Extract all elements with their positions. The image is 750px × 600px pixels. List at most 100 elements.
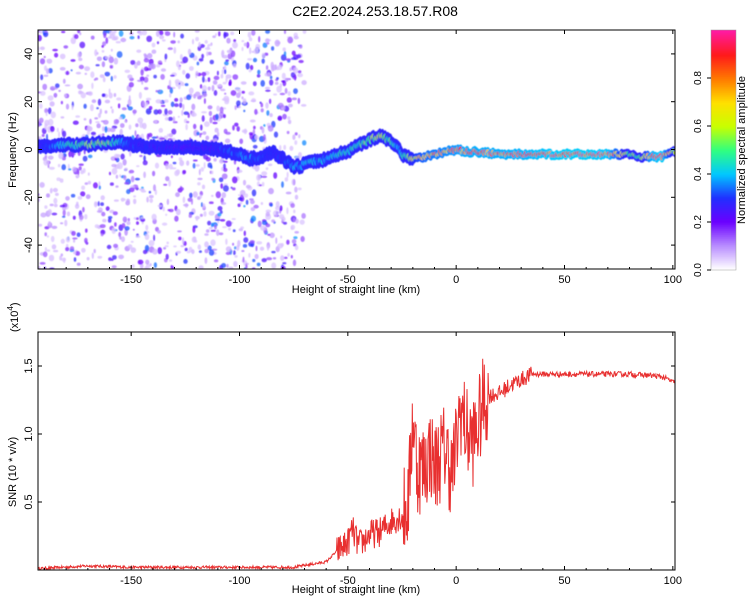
- noise-cell: [40, 74, 44, 81]
- noise-cell: [168, 163, 173, 170]
- noise-cell: [70, 59, 76, 62]
- noise-cell: [73, 34, 79, 40]
- noise-cell: [96, 52, 99, 55]
- noise-cell: [263, 124, 266, 127]
- noise-cell: [170, 155, 173, 159]
- noise-cell: [108, 36, 113, 39]
- noise-cell: [234, 86, 240, 92]
- colorbar-segment: [711, 240, 736, 243]
- noise-cell: [220, 202, 227, 205]
- colorbar-segment: [711, 182, 736, 185]
- noise-cell: [39, 103, 43, 109]
- noise-cell: [132, 228, 135, 231]
- colorbar-segment: [711, 214, 736, 217]
- noise-cell: [152, 248, 158, 255]
- colorbar-segment: [711, 202, 736, 205]
- noise-cell: [47, 125, 52, 133]
- noise-cell: [102, 218, 107, 223]
- noise-cell: [146, 68, 152, 71]
- noise-cell: [243, 193, 249, 198]
- noise-cell: [184, 247, 188, 252]
- noise-cell: [269, 203, 273, 207]
- noise-cell: [65, 247, 70, 252]
- noise-cell: [302, 140, 307, 146]
- noise-cell: [282, 47, 286, 52]
- noise-cell: [140, 190, 147, 193]
- colorbar: 0.0 0.2 0.4 0.6 0.8 Normalized spectral ampl…: [693, 29, 748, 277]
- noise-cell: [164, 99, 169, 103]
- noise-cell: [43, 74, 49, 77]
- noise-cell: [187, 48, 192, 56]
- noise-cell: [44, 108, 48, 114]
- noise-cell: [191, 103, 196, 111]
- noise-cell: [158, 62, 163, 65]
- noise-cell: [236, 169, 243, 173]
- noise-cell: [111, 36, 118, 41]
- noise-cell: [286, 239, 290, 245]
- noise-cell: [273, 172, 278, 179]
- figure-title: C2E2.2024.253.18.57.R08: [292, 3, 458, 19]
- noise-cell: [199, 84, 203, 89]
- noise-cell: [291, 239, 297, 244]
- colorbar-segment: [711, 204, 736, 207]
- noise-cell: [203, 162, 206, 169]
- noise-cell: [102, 41, 107, 47]
- colorbar-segment: [711, 160, 736, 163]
- colorbar-segment: [711, 234, 736, 237]
- snr-scale-close: ): [9, 302, 21, 306]
- noise-cell: [84, 72, 88, 75]
- noise-cell: [238, 105, 241, 109]
- noise-cell: [100, 120, 105, 123]
- noise-cell: [215, 33, 217, 37]
- noise-cell: [73, 257, 77, 262]
- noise-cell: [216, 70, 219, 76]
- noise-cell: [208, 110, 213, 117]
- colorbar-segment: [711, 46, 736, 49]
- noise-cell: [201, 111, 207, 114]
- colorbar-segment: [711, 104, 736, 107]
- noise-cell: [265, 102, 269, 109]
- colorbar-segment: [711, 200, 736, 203]
- noise-cell: [124, 226, 130, 231]
- noise-cell: [100, 233, 104, 237]
- noise-cell: [297, 97, 301, 104]
- noise-cell: [58, 89, 61, 92]
- noise-cell: [179, 102, 183, 108]
- noise-cell: [263, 134, 266, 141]
- noise-cell: [201, 115, 205, 122]
- colorbar-segment: [711, 60, 736, 63]
- colorbar-segment: [711, 232, 736, 235]
- noise-cell: [247, 31, 252, 38]
- noise-cell: [51, 225, 58, 229]
- noise-cell: [149, 198, 153, 204]
- noise-cell: [248, 252, 251, 258]
- noise-cell: [290, 72, 296, 78]
- noise-cell: [159, 137, 166, 140]
- noise-cell: [220, 88, 226, 92]
- x-tick-label: -50: [340, 274, 356, 286]
- noise-cell: [177, 82, 181, 90]
- noise-cell: [283, 50, 287, 57]
- noise-cell: [88, 91, 93, 96]
- noise-cell: [45, 112, 48, 117]
- colorbar-segment: [711, 152, 736, 155]
- noise-cell: [214, 224, 217, 230]
- noise-cell: [195, 216, 199, 222]
- noise-cell: [231, 218, 236, 220]
- noise-cell: [294, 231, 300, 234]
- noise-cell: [164, 108, 168, 115]
- noise-cell: [220, 219, 226, 222]
- noise-cell: [52, 48, 58, 52]
- noise-cell: [157, 89, 164, 95]
- noise-cell: [64, 84, 71, 87]
- noise-cell: [74, 203, 80, 209]
- colorbar-segment: [711, 78, 736, 81]
- noise-cell: [143, 171, 147, 179]
- colorbar-segment: [711, 86, 736, 89]
- noise-cell: [128, 95, 131, 101]
- noise-cell: [153, 262, 157, 268]
- spectrogram-y-label: Frequency (Hz): [7, 112, 19, 188]
- noise-cell: [172, 265, 175, 269]
- noise-cell: [287, 253, 290, 257]
- noise-cell: [204, 233, 209, 236]
